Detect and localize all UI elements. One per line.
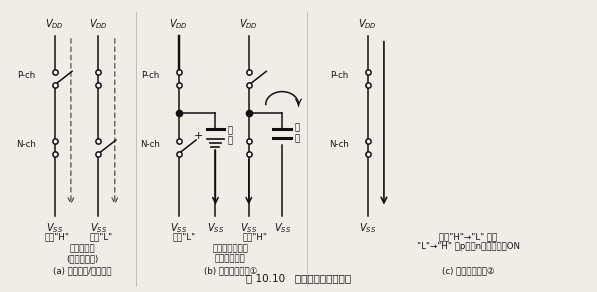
Text: P-ch: P-ch <box>17 71 36 80</box>
Text: $V_{\mathregular{DD}}$: $V_{\mathregular{DD}}$ <box>358 17 377 31</box>
Text: $V_{\mathregular{SS}}$: $V_{\mathregular{SS}}$ <box>240 221 257 235</box>
Text: (c) 动态消耗电流②: (c) 动态消耗电流② <box>442 266 494 275</box>
Text: "L"→"H" 时p沟、n沟器件同时ON: "L"→"H" 时p沟、n沟器件同时ON <box>417 242 519 251</box>
Text: +: + <box>194 131 203 141</box>
Text: P-ch: P-ch <box>331 71 349 80</box>
Text: 向输出浮游电容: 向输出浮游电容 <box>213 245 248 254</box>
Text: (只有漏电流): (只有漏电流) <box>66 255 99 264</box>
Text: $V_{\mathregular{DD}}$: $V_{\mathregular{DD}}$ <box>45 17 64 31</box>
Text: 输出"H"→"L" 或者: 输出"H"→"L" 或者 <box>439 232 497 241</box>
Text: $V_{\mathregular{SS}}$: $V_{\mathregular{SS}}$ <box>90 221 107 235</box>
Text: 充
电: 充 电 <box>227 126 233 146</box>
Text: $V_{\mathregular{SS}}$: $V_{\mathregular{SS}}$ <box>359 221 376 235</box>
Text: 无电流脉冲: 无电流脉冲 <box>69 245 95 254</box>
Text: 充放电的电流: 充放电的电流 <box>215 255 246 264</box>
Text: P-ch: P-ch <box>141 71 160 80</box>
Text: 输入"H": 输入"H" <box>242 232 267 241</box>
Text: 放
电: 放 电 <box>294 124 300 143</box>
Text: $V_{\mathregular{SS}}$: $V_{\mathregular{SS}}$ <box>170 221 187 235</box>
Text: $V_{\mathregular{DD}}$: $V_{\mathregular{DD}}$ <box>89 17 108 31</box>
Text: N-ch: N-ch <box>16 140 36 149</box>
Text: 输入"H": 输入"H" <box>45 232 70 241</box>
Text: $V_{\mathregular{DD}}$: $V_{\mathregular{DD}}$ <box>239 17 258 31</box>
Text: N-ch: N-ch <box>329 140 349 149</box>
Text: 输入"L": 输入"L" <box>90 232 113 241</box>
Text: $V_{\mathregular{SS}}$: $V_{\mathregular{SS}}$ <box>273 221 291 235</box>
Text: $V_{\mathregular{DD}}$: $V_{\mathregular{DD}}$ <box>169 17 188 31</box>
Text: 图 10.10   发生消耗电流的路径: 图 10.10 发生消耗电流的路径 <box>246 273 351 283</box>
Text: 输入"L": 输入"L" <box>173 232 196 241</box>
Text: $V_{\mathregular{SS}}$: $V_{\mathregular{SS}}$ <box>46 221 63 235</box>
Text: (a) 稳定状态/静止状态: (a) 稳定状态/静止状态 <box>53 266 112 275</box>
Text: $V_{\mathregular{SS}}$: $V_{\mathregular{SS}}$ <box>207 221 224 235</box>
Text: (b) 动态消耗电流①: (b) 动态消耗电流① <box>204 266 257 275</box>
Text: N-ch: N-ch <box>140 140 160 149</box>
